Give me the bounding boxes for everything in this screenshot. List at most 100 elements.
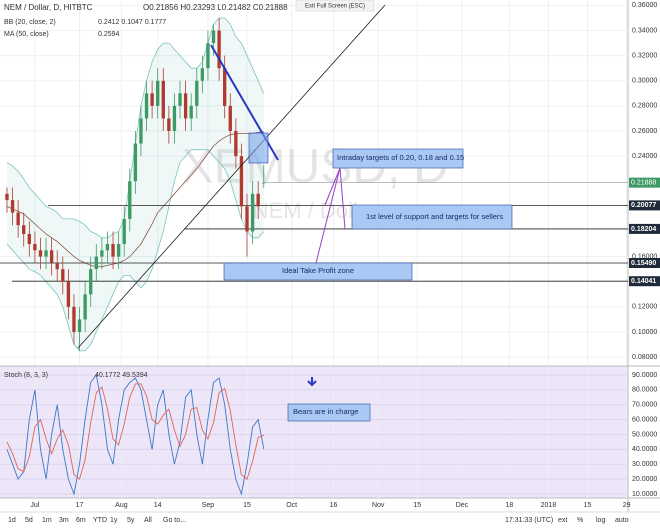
option-button[interactable]: log <box>596 517 605 524</box>
candle-body <box>211 30 216 44</box>
y-tick-label: 80.0000 <box>632 387 657 394</box>
y-tick-label: 30.0000 <box>632 461 657 468</box>
stoch-title: Stoch (8, 3, 3) <box>4 372 48 379</box>
stoch-values: 40.1772 49.5394 <box>95 372 148 379</box>
candle-body <box>150 93 154 106</box>
goto-button[interactable]: Go to... <box>163 517 186 524</box>
candle-body <box>161 80 165 119</box>
candle-body <box>128 181 132 219</box>
annotation-box <box>287 403 371 422</box>
stoch-panel-bg <box>0 366 628 498</box>
arrow <box>315 167 341 264</box>
y-tick-label: 10.0000 <box>632 491 657 498</box>
candle-body <box>38 250 43 257</box>
candle-body <box>156 80 160 106</box>
option-button[interactable]: % <box>577 517 583 524</box>
x-tick-label: Sep <box>202 502 215 509</box>
y-tick-label: 40.0000 <box>632 446 657 453</box>
candle-body <box>10 200 15 213</box>
range-button[interactable]: 5d <box>25 517 33 524</box>
level-label: 0.20077 <box>631 202 656 209</box>
y-tick-label: 0.36000 <box>632 2 657 9</box>
range-button[interactable]: 5y <box>127 517 135 524</box>
y-tick-label: 0.08000 <box>632 354 657 361</box>
exit-fullscreen-label[interactable]: Exit Full Screen (ESC) <box>305 4 365 10</box>
candle-body <box>262 182 266 184</box>
indicator-name: MA (50, close) <box>4 31 49 38</box>
exit-fullscreen-button[interactable] <box>295 0 375 12</box>
y-tick-label: 0.26000 <box>632 128 657 135</box>
candle-body <box>217 30 221 69</box>
annotation-box <box>223 262 413 281</box>
candle-body <box>72 306 76 332</box>
y-tick-label: 90.0000 <box>632 372 657 379</box>
plot-area: 0.20077 0.18204 0.15490 0.14041 0.21888 <box>0 17 660 496</box>
candle-body <box>22 225 26 234</box>
candle-body <box>111 244 115 257</box>
y-tick-label: 70.0000 <box>632 402 657 409</box>
annotation-text: 1st level of support and targets for sel… <box>366 212 503 221</box>
x-tick-label: 14 <box>154 502 162 509</box>
level-tag <box>629 276 660 287</box>
candle-body <box>239 156 244 207</box>
candle-body <box>27 233 31 245</box>
candle-body <box>234 131 238 157</box>
x-tick-label: Oct <box>286 502 297 509</box>
y-tick-label: 60.0000 <box>632 416 657 423</box>
y-tick-label: 0.10000 <box>632 329 657 336</box>
y-tick-label: 0.16000 <box>632 253 657 260</box>
candle-body <box>133 143 138 182</box>
arrows <box>315 167 346 264</box>
x-tick-label: 15 <box>413 502 421 509</box>
x-tick-label: Jul <box>30 502 39 509</box>
candle-body <box>139 118 143 144</box>
candle-body <box>256 193 260 207</box>
x-tick-label: Dec <box>456 502 469 509</box>
candle-body <box>16 212 20 226</box>
range-button[interactable]: 1y <box>110 517 118 524</box>
candle-body <box>250 193 255 232</box>
x-tick-label: Nov <box>372 502 385 509</box>
candle-body <box>105 244 110 251</box>
last-price-tag <box>629 177 660 188</box>
y-tick-label: 0.30000 <box>632 78 657 85</box>
candle-body <box>189 105 193 119</box>
x-tick-label: Aug <box>115 502 128 509</box>
indicator-values: 0.2412 0.1047 0.1777 <box>98 19 166 26</box>
option-button[interactable]: auto <box>615 517 629 524</box>
y-tick-label: 0.32000 <box>632 52 657 59</box>
candle-body <box>223 68 227 106</box>
range-button[interactable]: 1d <box>8 517 16 524</box>
annotation-text: Intraday targets of 0.20, 0.18 and 0.15 <box>337 153 464 162</box>
candle-body <box>44 250 48 257</box>
last-price-label: 0.21888 <box>631 179 656 186</box>
x-tick-label: 16 <box>330 502 338 509</box>
range-button[interactable]: All <box>144 517 152 524</box>
range-button[interactable]: 3m <box>59 517 69 524</box>
x-tick-label: 17 <box>76 502 84 509</box>
candle-body <box>206 43 210 69</box>
range-button[interactable]: 1m <box>42 517 52 524</box>
level-tag <box>629 258 660 269</box>
y-tick-label: 0.24000 <box>632 153 657 160</box>
x-tick-label: 2018 <box>541 502 557 509</box>
clock: 17:31:33 (UTC) <box>505 517 553 524</box>
level-tag <box>629 200 660 211</box>
range-button[interactable]: YTD <box>93 517 107 524</box>
range-button[interactable]: 6m <box>76 517 86 524</box>
candle-body <box>89 269 93 295</box>
indicator-name: BB (20, close, 2) <box>4 19 56 26</box>
candle-body <box>100 250 104 257</box>
symbol-title: NEM / Dollar, D, HITBTC <box>4 3 93 12</box>
highlight-box <box>248 132 269 164</box>
ohlc-values: O0.21856 H0.23293 L0.21482 C0.21888 <box>143 3 288 12</box>
level-label: 0.15490 <box>631 260 656 267</box>
trend-line <box>77 4 386 349</box>
arrow <box>339 167 346 230</box>
indicator-values: 0.2594 <box>98 31 120 38</box>
option-button[interactable]: ext <box>558 517 567 524</box>
level-label: 0.14041 <box>631 278 656 285</box>
candle-body <box>195 80 199 106</box>
toolbar: 1d 5d 1m 3m 6m YTD 1y 5y All Go to... 17:31:33 (UT… <box>8 517 629 524</box>
